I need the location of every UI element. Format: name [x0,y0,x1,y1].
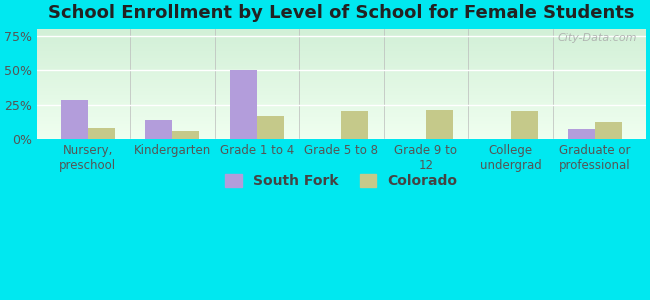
Legend: South Fork, Colorado: South Fork, Colorado [218,167,464,195]
Bar [172,130,200,139]
Bar [60,100,88,139]
Text: City-Data.com: City-Data.com [557,33,637,43]
Bar [426,110,453,139]
Bar [568,129,595,139]
Title: School Enrollment by Level of School for Female Students: School Enrollment by Level of School for… [48,4,634,22]
Bar [88,128,115,139]
Bar [510,111,538,139]
Bar [230,70,257,139]
Bar [341,111,369,139]
Bar [257,116,284,139]
Bar [595,122,622,139]
Bar [145,120,172,139]
